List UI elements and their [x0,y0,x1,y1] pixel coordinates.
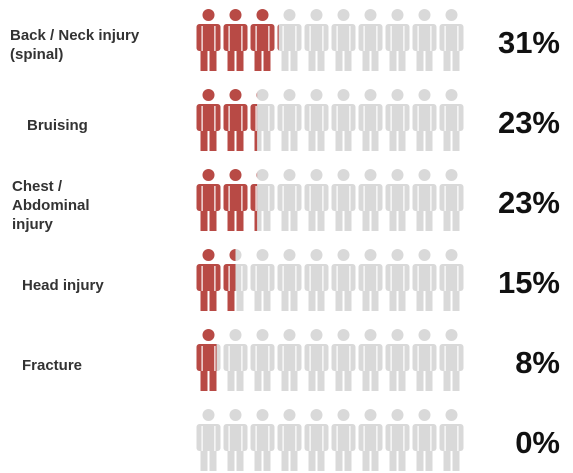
filled-icons [196,169,258,231]
category-label: Bruising [27,116,88,134]
value-label: 23% [498,185,560,220]
value-label: 31% [498,25,560,60]
empty-icons [196,329,464,391]
value-label: 8% [515,345,560,380]
category-label: Fracture [22,356,83,374]
value-label: 23% [498,105,560,140]
empty-icons [196,249,464,311]
value-label: 0% [515,425,560,460]
filled-icons [196,9,279,71]
category-label: Head injury [22,276,104,294]
filled-icons [196,89,258,151]
category-label: Back / Neck injury (spinal) [10,27,140,63]
category-label: Chest / Abdominal injury [12,177,90,233]
empty-icons [196,409,464,471]
filled-icons [196,329,217,391]
value-label: 15% [498,265,560,300]
filled-icons [196,249,236,311]
